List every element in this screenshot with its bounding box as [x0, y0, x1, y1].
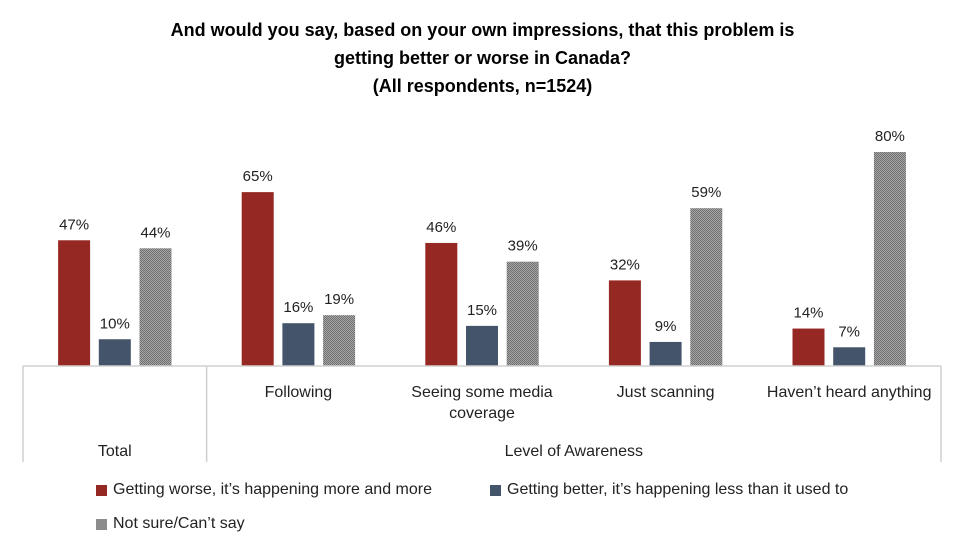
data-label: 10%	[100, 315, 130, 332]
data-label: 15%	[467, 302, 497, 319]
bar	[506, 261, 539, 366]
data-label: 80%	[875, 128, 905, 145]
chart-title-line-1: And would you say, based on your own imp…	[170, 20, 795, 40]
group-label: Level of Awareness	[505, 443, 643, 460]
bar	[282, 323, 315, 366]
legend-item-better: Getting better, it’s happening less than…	[490, 481, 848, 499]
category-label: Just scanning	[617, 384, 715, 401]
legend-swatch	[96, 484, 107, 496]
category-label: Following	[265, 384, 333, 401]
bar	[58, 240, 91, 366]
data-label: 47%	[59, 216, 89, 233]
data-label: 46%	[426, 219, 456, 236]
legend-label: Not sure/Can’t say	[113, 515, 245, 532]
legend-label: Getting better, it’s happening less than…	[507, 481, 849, 498]
legend-swatch	[490, 484, 501, 496]
bar	[608, 280, 641, 366]
bar	[466, 325, 498, 366]
legend-item-worse: Getting worse, it’s happening more and m…	[96, 481, 432, 499]
data-label: 65%	[243, 168, 273, 185]
bar	[833, 347, 866, 366]
chart-title-line-3: (All respondents, n=1524)	[372, 76, 593, 96]
data-label: 59%	[691, 184, 721, 201]
data-label: 39%	[508, 238, 538, 255]
bar	[649, 341, 682, 366]
category-label: Haven’t heard anything	[767, 384, 932, 401]
data-label: 9%	[655, 318, 677, 335]
bar	[792, 328, 825, 366]
bar	[873, 152, 906, 366]
data-label: 32%	[610, 256, 640, 273]
bar	[323, 315, 356, 366]
bar	[690, 208, 723, 366]
group-label: Total	[98, 443, 132, 460]
bar	[98, 339, 131, 366]
legend-swatch	[96, 518, 107, 530]
category-label: Seeing some media	[411, 384, 553, 401]
data-label: 19%	[324, 291, 354, 308]
data-label: 44%	[140, 224, 170, 241]
legend-label: Getting worse, it’s happening more and m…	[113, 481, 432, 498]
data-label: 16%	[283, 299, 313, 316]
bar	[241, 192, 274, 366]
data-label: 14%	[793, 305, 823, 322]
legend-item-not-sure: Not sure/Can’t say	[96, 515, 245, 533]
chart-title-line-2: getting better or worse in Canada?	[333, 48, 632, 68]
data-label: 7%	[838, 323, 860, 340]
bar	[139, 248, 172, 366]
bar	[425, 242, 458, 366]
category-label: coverage	[449, 405, 515, 422]
